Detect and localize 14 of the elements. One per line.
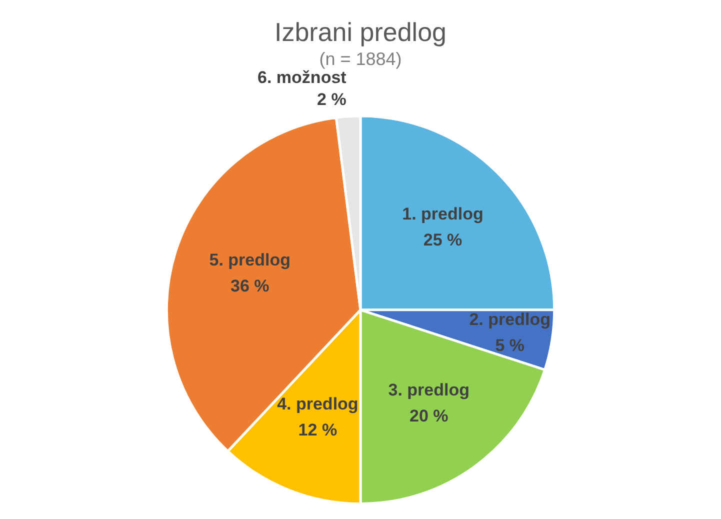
slice-label: 6. možnost — [258, 68, 347, 88]
data-label: 12 % — [298, 420, 338, 440]
chart-title: Izbrani predlog — [274, 16, 446, 47]
data-label: 36 % — [230, 276, 270, 296]
data-label: 2 % — [317, 90, 346, 110]
chart-subtitle: (n = 1884) — [319, 48, 402, 69]
data-label: 25 % — [423, 230, 462, 250]
slice-label: 2. predlog — [469, 310, 550, 330]
slice-label: 4. predlog — [277, 394, 358, 414]
data-label: 20 % — [409, 406, 448, 426]
slice-label: 5. predlog — [209, 250, 290, 270]
slice-label: 1. predlog — [402, 204, 484, 224]
slice-label: 3. predlog — [388, 380, 470, 400]
data-label: 5 % — [495, 336, 524, 356]
